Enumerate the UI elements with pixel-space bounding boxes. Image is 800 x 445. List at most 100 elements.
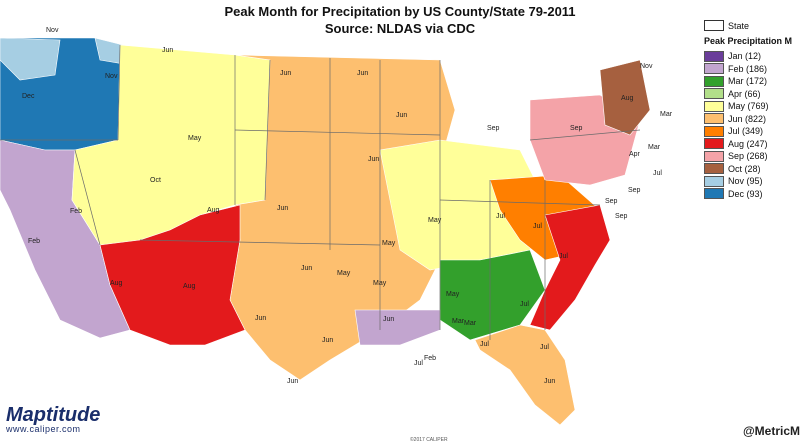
region-florida-jun (474, 324, 576, 426)
region-gulf-feb (354, 309, 441, 346)
map-month-label: Jul (533, 223, 542, 230)
legend-label: Nov (95) (728, 176, 763, 187)
state-border-line (529, 129, 641, 141)
map-title: Peak Month for Precipitation by US Count… (224, 4, 576, 19)
map-month-label: Sep (628, 187, 641, 194)
map-month-label: Jun (277, 205, 288, 212)
legend-swatch (704, 163, 724, 175)
legend-label: Oct (28) (728, 163, 761, 174)
map-month-label: Jun (544, 378, 555, 385)
legend-swatch (704, 75, 724, 87)
map-month-label: Jul (496, 213, 505, 220)
map-month-label: Jul (414, 360, 423, 367)
map-month-label: Jun (301, 265, 312, 272)
map-month-label: May (373, 280, 387, 287)
state-border-swatch (704, 20, 724, 31)
copyright-text: ©2017 CALIPER (410, 437, 448, 443)
legend-swatch (704, 138, 724, 150)
legend-state-row: State (704, 20, 800, 31)
map-month-label: Jun (287, 378, 298, 385)
legend-swatch (704, 100, 724, 112)
state-border-line (117, 44, 121, 141)
region-southwest-aug (99, 204, 246, 346)
map-month-label: Dec (22, 93, 35, 100)
legend-label: Jul (349) (728, 126, 764, 137)
month-labels: Nov Dec Nov Feb Feb Jun Jun Jun May Oct Aug Aug Aug J… (22, 27, 673, 385)
map-month-label: Jul (559, 253, 568, 260)
legend-item: Jan (12) (704, 50, 800, 63)
map-month-label: Nov (46, 27, 59, 34)
map-month-label: Apr (629, 151, 641, 158)
map-month-label: Aug (621, 95, 634, 102)
map-month-label: Jul (540, 344, 549, 351)
map-month-label: Jun (396, 112, 407, 119)
legend-swatch (704, 175, 724, 187)
legend-label: Feb (186) (728, 63, 768, 74)
map-month-label: May (337, 270, 351, 277)
legend-label: Sep (268) (728, 151, 768, 162)
state-border-line (439, 199, 601, 206)
legend-swatch (704, 150, 724, 162)
legend-item: Jul (349) (704, 125, 800, 138)
region-atlantic-aug (529, 204, 611, 331)
map-month-label: Jun (322, 337, 333, 344)
maptitude-logo: Maptitude www.caliper.com (6, 404, 100, 434)
legend-item: Oct (28) (704, 163, 800, 176)
map-month-label: Jun (383, 316, 394, 323)
legend-item: May (769) (704, 100, 800, 113)
map-month-label: Mar (464, 320, 477, 327)
state-border-line (74, 149, 101, 246)
legend-heading: Peak Precipitation M (704, 36, 793, 46)
map-month-label: Jun (368, 156, 379, 163)
legend-item: Feb (186) (704, 63, 800, 76)
map-month-label: Feb (70, 208, 82, 215)
map-regions (0, 37, 651, 426)
map-month-label: Jun (255, 315, 266, 322)
map-source: Source: NLDAS via CDC (324, 21, 476, 36)
map-month-label: Oct (150, 177, 161, 184)
legend-item: Apr (66) (704, 88, 800, 101)
legend-swatch (704, 63, 724, 75)
legend-swatch (704, 113, 724, 125)
legend-items: Jan (12) Feb (186) Mar (172) Apr (66) May (7… (704, 50, 800, 200)
map-month-label: Sep (615, 213, 628, 220)
map-month-label: Aug (207, 207, 220, 214)
brand-name: Maptitude (6, 404, 101, 426)
map-month-label: May (382, 240, 396, 247)
legend-label: Mar (172) (728, 76, 768, 87)
map-month-label: Jun (162, 47, 173, 54)
legend-label: May (769) (728, 101, 769, 112)
legend-label: Jun (822) (728, 113, 767, 124)
map-month-label: May (446, 291, 460, 298)
legend-item: Mar (172) (704, 75, 800, 88)
legend-swatch (704, 125, 724, 137)
map-month-label: Aug (183, 283, 196, 290)
state-border-line (264, 59, 271, 201)
legend-label: Dec (93) (728, 188, 763, 199)
map-month-label: Jul (480, 341, 489, 348)
map-month-label: Feb (424, 355, 436, 362)
state-border-line (234, 129, 441, 136)
map-month-label: Sep (487, 125, 500, 132)
map-month-label: Sep (570, 125, 583, 132)
map-month-label: Jun (357, 70, 368, 77)
legend: State Peak Precipitation M Jan (12) Feb (… (704, 20, 800, 200)
brand-url: www.caliper.com (6, 424, 81, 434)
legend-item: Aug (247) (704, 138, 800, 151)
map-month-label: May (428, 217, 442, 224)
map-month-label: Jul (520, 301, 529, 308)
map-month-label: Mar (660, 111, 673, 118)
legend-item: Nov (95) (704, 175, 800, 188)
author-handle: @MetricM (742, 424, 800, 438)
legend-item: Jun (822) (704, 113, 800, 126)
legend-item: Sep (268) (704, 150, 800, 163)
map-month-label: Mar (648, 144, 661, 151)
map-month-label: Sep (605, 198, 618, 205)
legend-swatch (704, 88, 724, 100)
legend-label: Aug (247) (728, 138, 768, 149)
state-borders (0, 44, 641, 340)
legend-state-label: State (728, 20, 750, 31)
legend-label: Apr (66) (728, 88, 761, 99)
legend-swatch (704, 188, 724, 200)
